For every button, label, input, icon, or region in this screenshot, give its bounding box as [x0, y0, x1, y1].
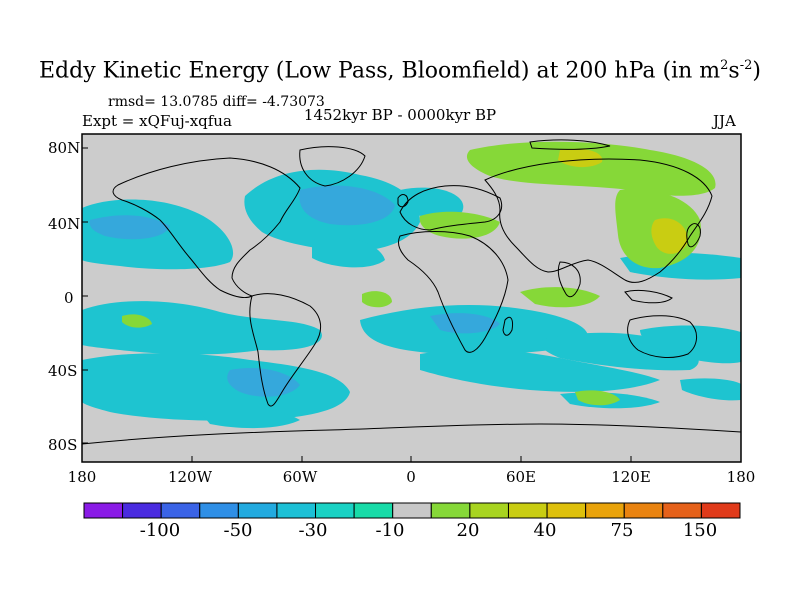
- indonesia-coast: [624, 289, 673, 304]
- asia-coast: [484, 158, 713, 283]
- antarctic-peninsula-cyan: [200, 407, 300, 429]
- west-pacific-south-cyan: [640, 325, 741, 364]
- coastlines: [82, 139, 741, 445]
- pacific-small-green: [122, 314, 152, 328]
- north-pacific-core: [89, 215, 170, 240]
- stats-text: rmsd= 13.0785 diff= -4.73073: [108, 94, 325, 110]
- colorbar-swatch: [353, 502, 394, 519]
- colorbar-swatch: [392, 502, 432, 519]
- colorbar-swatch: [662, 502, 702, 519]
- lon-label-180w: 180: [67, 468, 97, 486]
- lat-label-40s: 40S: [48, 362, 78, 380]
- lon-label-180e: 180: [726, 468, 756, 486]
- antarctica-coast: [82, 423, 741, 445]
- colorbar-swatch: [507, 502, 548, 519]
- greenland-coast: [299, 146, 366, 187]
- colorbar-label: -100: [139, 520, 181, 541]
- southeast-pacific-cyan: [680, 378, 741, 401]
- experiment-label: Expt = xQFuj-xqfua: [82, 112, 232, 130]
- colorbar-swatch: [160, 502, 201, 519]
- colorbar-label: 20: [456, 520, 480, 541]
- colorbar-swatch: [585, 502, 625, 519]
- indian-south-band: [420, 349, 660, 392]
- south-america-coast: [249, 293, 322, 407]
- colorbar-swatch: [83, 502, 124, 519]
- lat-label-40n: 40N: [48, 215, 81, 233]
- lat-label-80n: 80N: [48, 139, 81, 157]
- atlantic-west-cyan: [312, 237, 385, 268]
- negative-anomaly-regions: [82, 169, 741, 429]
- lon-label-120w: 120W: [167, 468, 213, 486]
- colorbar-label: 40: [533, 520, 557, 541]
- period-label: 1452kyr BP - 0000kyr BP: [303, 106, 497, 124]
- india-coast: [557, 261, 581, 298]
- arctic-islands-coast: [529, 139, 611, 150]
- colorbar-swatch: [546, 502, 587, 519]
- indian-ocean-core: [430, 313, 500, 334]
- lat-label-0: 0: [64, 289, 74, 307]
- uk-coast: [397, 194, 409, 208]
- colorbar-label: -30: [298, 520, 328, 541]
- lon-label-60e: 60E: [505, 468, 537, 486]
- colorbar-label: -50: [223, 520, 253, 541]
- southern-ocean-band: [82, 353, 350, 421]
- africa-coast: [397, 231, 509, 353]
- north-atlantic-core: [299, 185, 395, 226]
- colorbar-swatch: [315, 502, 355, 519]
- japan-coast: [686, 223, 701, 248]
- madagascar-coast: [502, 316, 513, 336]
- colorbar-swatch: [430, 502, 471, 519]
- season-label: JJA: [713, 112, 736, 130]
- colorbar-swatch: [199, 502, 239, 519]
- colorbar-swatch: [469, 502, 509, 519]
- colorbar-swatch: [276, 502, 317, 519]
- colorbar-label: -10: [375, 520, 405, 541]
- eurasia-arctic-green: [466, 141, 716, 196]
- strong-positive-regions: [558, 148, 688, 254]
- map-title: Eddy Kinetic Energy (Low Pass, Bloomfiel…: [39, 58, 761, 84]
- southern-ocean-core: [227, 367, 300, 397]
- colorbar-swatch: [623, 502, 664, 519]
- strong-negative-regions: [89, 185, 500, 397]
- east-asia-yellow: [651, 218, 688, 254]
- siberia-yellow: [558, 148, 603, 168]
- colorbar-swatch: [237, 502, 278, 519]
- colorbar-swatch: [122, 502, 162, 519]
- south-indian-green: [575, 390, 620, 406]
- lon-label-0: 0: [406, 468, 416, 486]
- colorbar-label: 75: [610, 520, 634, 541]
- map-ticks: [81, 147, 742, 462]
- lon-label-60w: 60W: [282, 468, 318, 486]
- lat-label-80s: 80S: [48, 436, 78, 454]
- australia-coast: [627, 315, 697, 358]
- lon-label-120e: 120E: [611, 468, 651, 486]
- atlantic-small-green: [362, 291, 392, 308]
- colorbar-label: 150: [682, 520, 718, 541]
- indian-tropical-green: [520, 287, 600, 308]
- colorbar-swatch: [700, 502, 741, 519]
- north-america-coast: [112, 157, 301, 299]
